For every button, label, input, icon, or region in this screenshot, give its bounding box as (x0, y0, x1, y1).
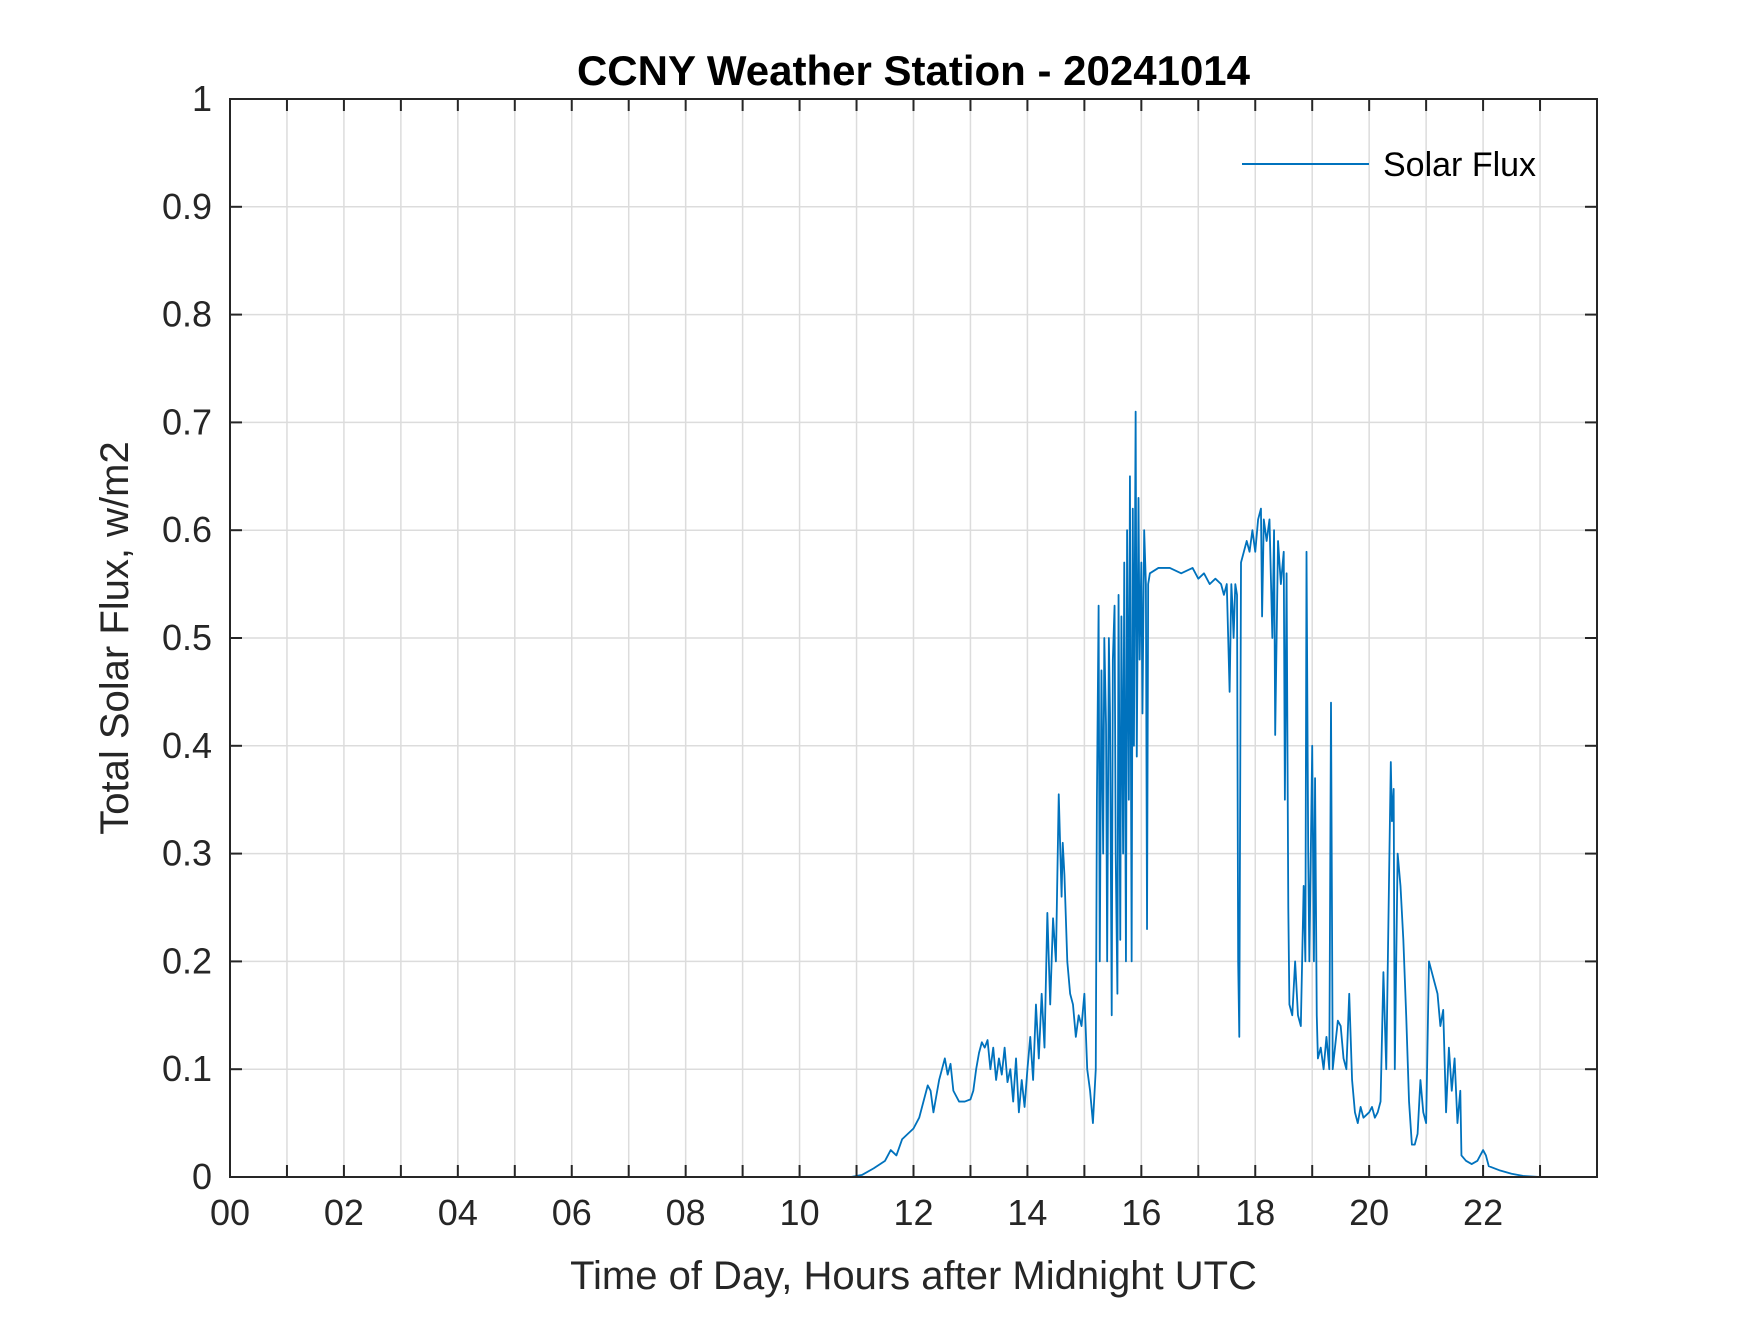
x-tick-label: 00 (210, 1192, 250, 1233)
x-axis-label: Time of Day, Hours after Midnight UTC (570, 1254, 1257, 1298)
y-tick-label: 0 (192, 1156, 212, 1197)
x-tick-label: 16 (1121, 1192, 1161, 1233)
x-tick-label: 06 (552, 1192, 592, 1233)
y-axis-label: Total Solar Flux, w/m2 (93, 441, 137, 834)
y-tick-labels: 0 0.1 0.2 0.3 0.4 0.5 0.6 0.7 0.8 0.9 1 (162, 78, 212, 1197)
y-tick-label: 0.4 (162, 725, 212, 766)
tick-marks (229, 98, 1598, 1178)
x-tick-label: 14 (1007, 1192, 1047, 1233)
x-tick-label: 20 (1349, 1192, 1389, 1233)
x-tick-label: 08 (666, 1192, 706, 1233)
x-tick-label: 10 (780, 1192, 820, 1233)
y-tick-label: 0.7 (162, 401, 212, 442)
series-layer (230, 410, 1597, 1178)
x-tick-label: 18 (1235, 1192, 1275, 1233)
x-tick-label: 04 (438, 1192, 478, 1233)
y-tick-label: 0.1 (162, 1048, 212, 1089)
x-tick-labels: 00 02 04 06 08 10 12 14 16 18 20 22 (210, 1192, 1503, 1233)
y-tick-label: 1 (192, 78, 212, 119)
y-tick-label: 0.6 (162, 509, 212, 550)
y-tick-label: 0.8 (162, 294, 212, 335)
x-tick-label: 02 (324, 1192, 364, 1233)
chart-title: CCNY Weather Station - 20241014 (577, 47, 1251, 94)
x-tick-label: 22 (1463, 1192, 1503, 1233)
grid-lines (230, 99, 1597, 1177)
y-tick-label: 0.9 (162, 186, 212, 227)
legend: Solar Flux (1242, 146, 1536, 184)
x-tick-label: 12 (893, 1192, 933, 1233)
y-tick-label: 0.2 (162, 940, 212, 981)
series-line-solar-flux (230, 410, 1597, 1178)
legend-label-solar-flux: Solar Flux (1383, 146, 1536, 184)
y-tick-label: 0.5 (162, 617, 212, 658)
y-tick-label: 0.3 (162, 833, 212, 874)
